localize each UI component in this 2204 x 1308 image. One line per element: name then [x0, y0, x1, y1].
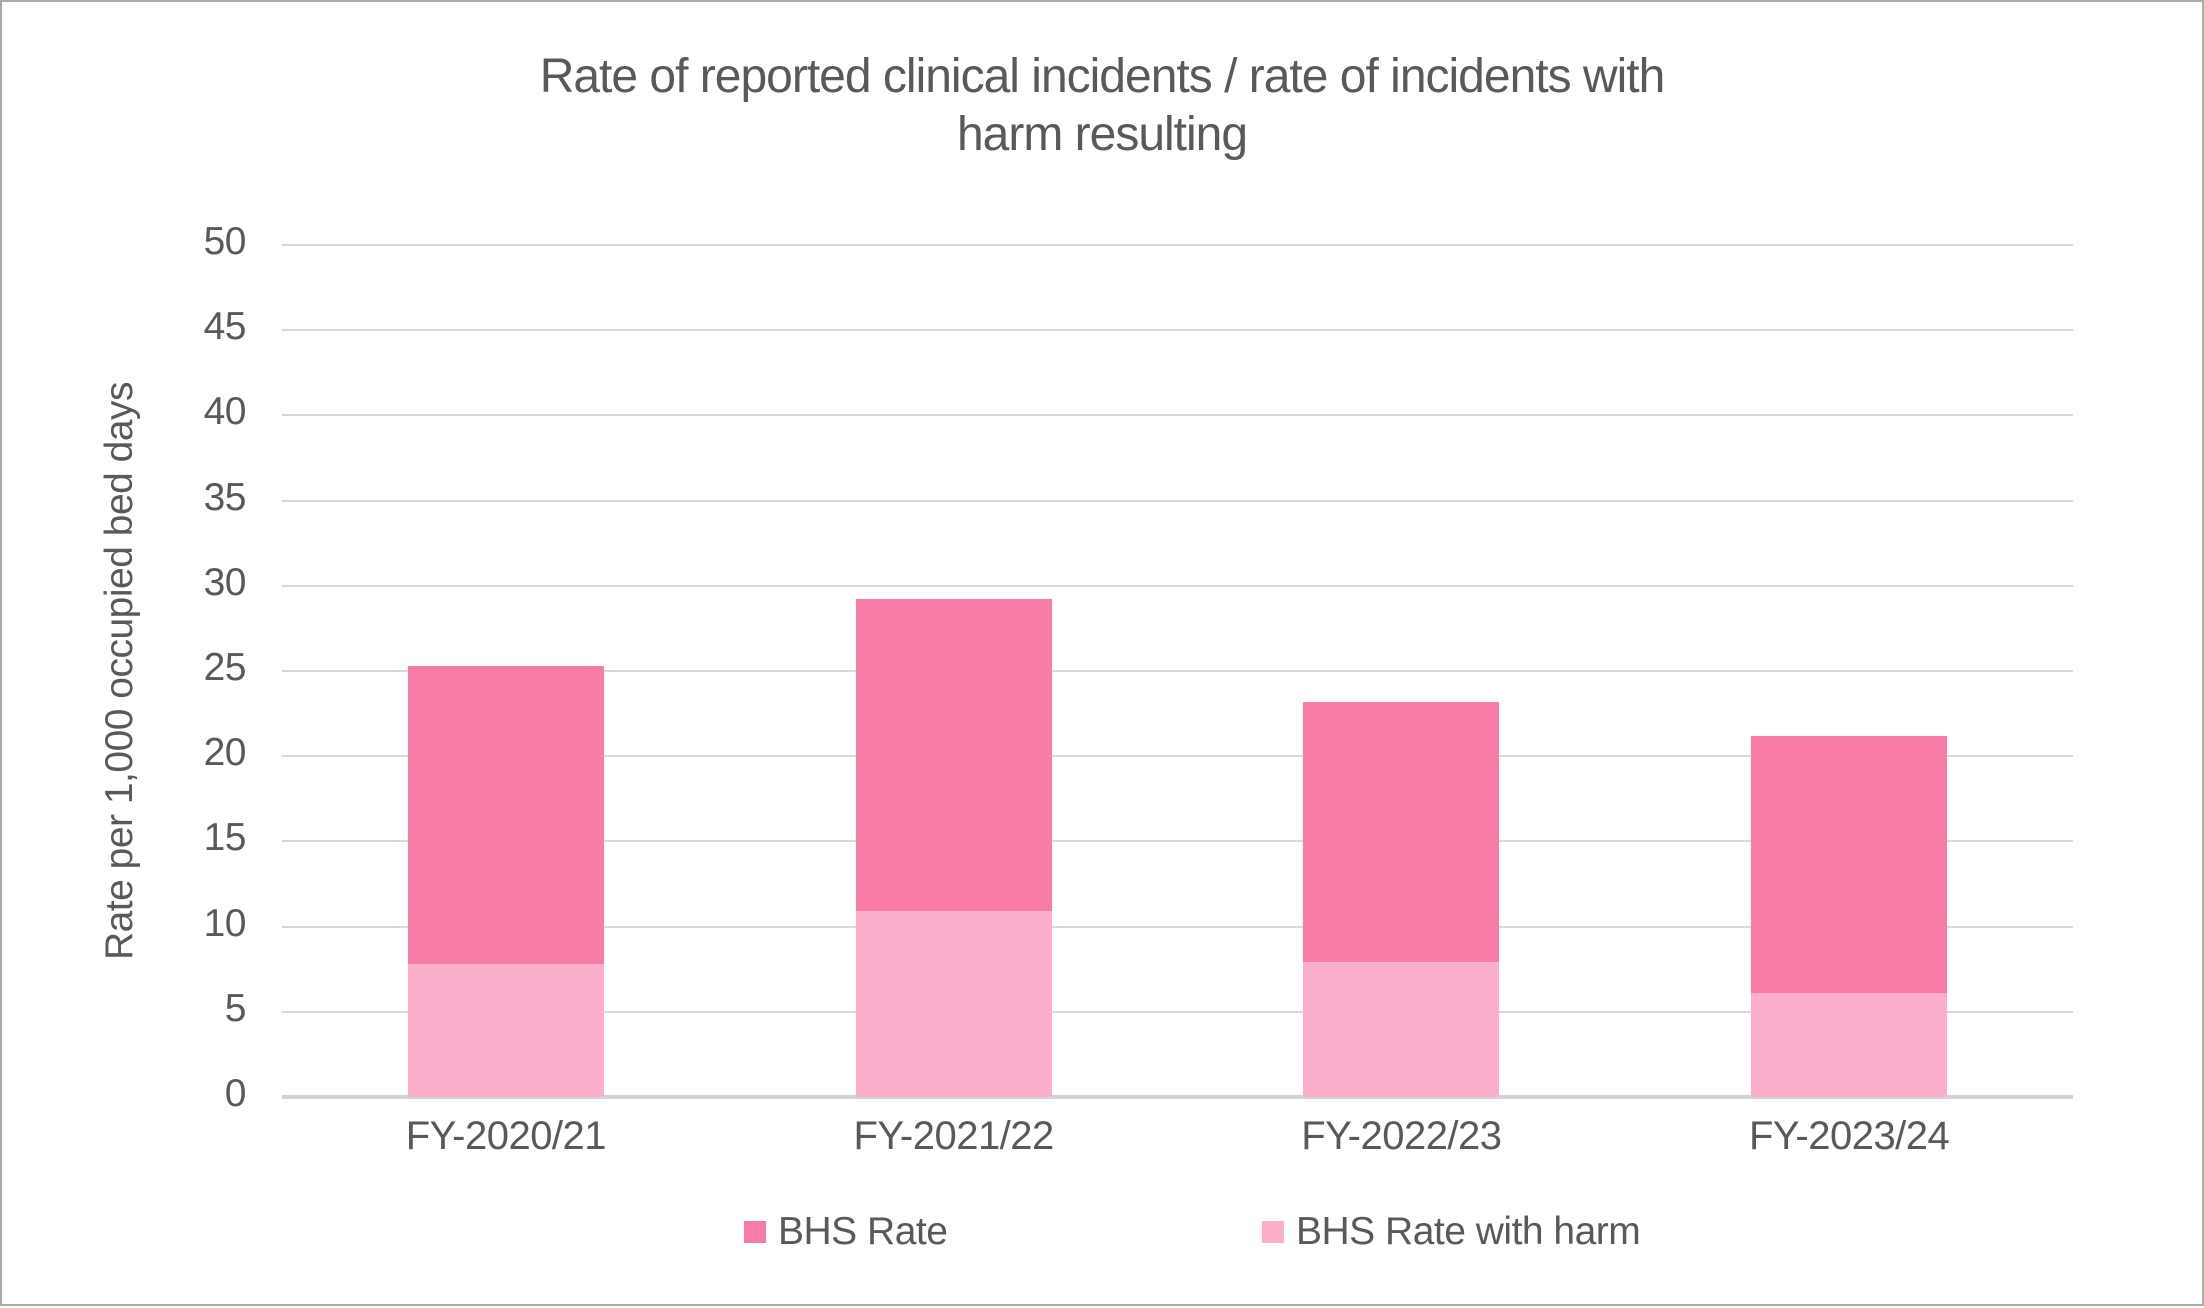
bar-bhs-rate-with-harm-fy-2023-24 — [1751, 993, 1948, 1097]
gridline-y-15 — [282, 840, 2073, 843]
legend-label-bhs-rate: BHS Rate — [778, 1210, 948, 1253]
bar-bhs-rate-with-harm-fy-2022-23 — [1303, 962, 1500, 1097]
y-tick-label-10: 10 — [203, 901, 247, 945]
y-tick-label-35: 35 — [203, 475, 247, 519]
x-tick-label-fy-2020-21: FY-2020/21 — [405, 1114, 607, 1158]
y-tick-label-40: 40 — [203, 390, 247, 434]
x-tick-label-fy-2022-23: FY-2022/23 — [1301, 1114, 1502, 1158]
y-tick-label-45: 45 — [203, 305, 247, 349]
y-tick-label-5: 5 — [224, 986, 247, 1030]
legend-swatch-bhs-rate — [744, 1221, 766, 1243]
y-tick-label-30: 30 — [203, 560, 247, 604]
y-tick-label-20: 20 — [203, 731, 247, 775]
y-tick-label-50: 50 — [203, 220, 247, 263]
y-tick-label-0: 0 — [224, 1072, 247, 1115]
gridline-y-5 — [282, 1010, 2073, 1013]
gridline-y-40 — [282, 414, 2073, 417]
gridline-y-35 — [282, 499, 2073, 502]
gridline-y-45 — [282, 329, 2073, 332]
legend-label-bhs-rate-with-harm: BHS Rate with harm — [1296, 1210, 1641, 1253]
gridline-y-20 — [282, 755, 2073, 758]
gridline-y-30 — [282, 584, 2073, 587]
legend-item-bhs-rate-with-harm: BHS Rate with harm — [1262, 1210, 1641, 1254]
chart-title: Rate of reported clinical incidents / ra… — [2, 48, 2202, 164]
x-tick-label-fy-2021-22: FY-2021/22 — [853, 1114, 1054, 1158]
bar-bhs-rate-with-harm-fy-2021-22 — [855, 911, 1052, 1097]
gridline-y-50 — [282, 244, 2073, 246]
x-axis-line — [282, 1095, 2073, 1099]
y-tick-label-25: 25 — [203, 646, 247, 689]
legend-item-bhs-rate: BHS Rate — [744, 1210, 948, 1254]
gridline-y-25 — [282, 670, 2073, 672]
chart-title-line-2: harm resulting — [956, 108, 1248, 161]
bar-bhs-rate-with-harm-fy-2020-21 — [407, 964, 604, 1097]
legend-swatch-bhs-rate-with-harm — [1262, 1221, 1284, 1243]
x-tick-label-fy-2023-24: FY-2023/24 — [1748, 1114, 1950, 1158]
chart-title-line-1: Rate of reported clinical incidents / ra… — [539, 50, 1666, 103]
gridline-y-10 — [282, 925, 2073, 928]
y-tick-label-15: 15 — [203, 816, 247, 860]
